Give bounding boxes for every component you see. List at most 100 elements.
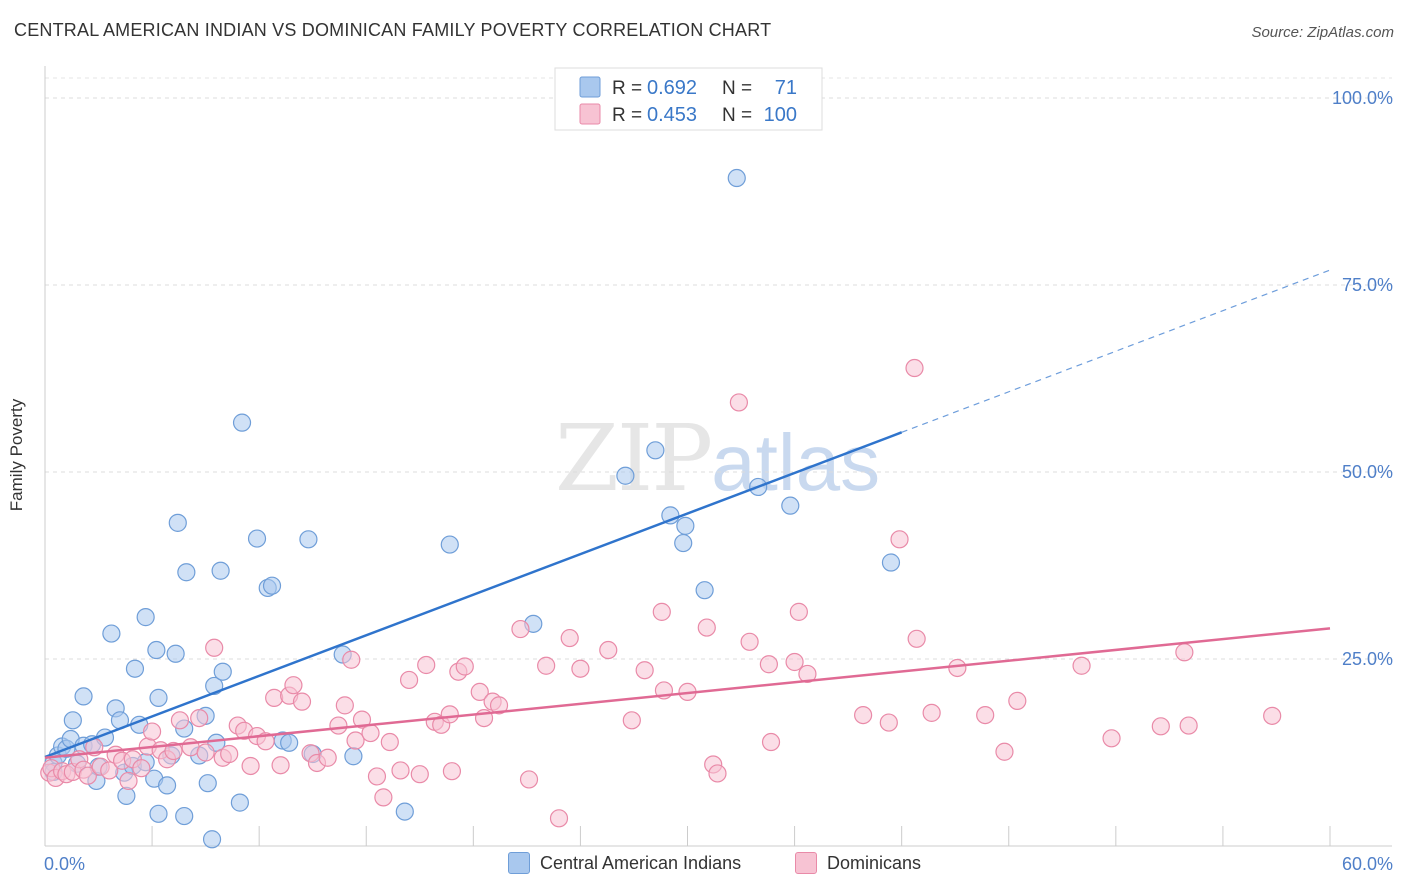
point-2-82 — [759, 655, 778, 674]
point-2-52 — [399, 670, 419, 690]
legend-swatch-pink — [579, 103, 601, 125]
point-2-98 — [1102, 729, 1121, 748]
point-2-60 — [455, 657, 474, 676]
point-2-35 — [271, 756, 290, 775]
bottom-legend-label-1: Central American Indians — [540, 852, 742, 873]
bottom-legend-swatch-pink — [795, 852, 817, 874]
point-2-47 — [361, 723, 380, 743]
point-2-83 — [761, 732, 781, 752]
point-1-25 — [147, 640, 166, 660]
point-1-38 — [202, 830, 222, 849]
point-1-61 — [674, 533, 693, 553]
point-2-71 — [599, 640, 618, 660]
point-2-93 — [948, 658, 967, 678]
point-2-41 — [318, 748, 337, 767]
point-2-48 — [367, 767, 387, 786]
bottom-legend-swatch-blue — [508, 852, 530, 874]
point-1-43 — [230, 793, 249, 812]
point-2-72 — [622, 711, 641, 730]
point-2-25 — [196, 743, 215, 762]
point-1-42 — [213, 662, 232, 681]
watermark-zip: ZIP — [555, 405, 713, 512]
y-tick-label-25: 25.0% — [1342, 649, 1393, 669]
legend-n-label-1: N = — [722, 78, 752, 99]
point-2-31 — [241, 756, 260, 776]
point-2-67 — [537, 656, 556, 675]
y-tick-label-50: 50.0% — [1342, 462, 1393, 482]
point-2-70 — [571, 659, 590, 678]
point-2-86 — [798, 664, 817, 684]
point-1-23 — [136, 608, 155, 627]
point-1-26 — [149, 804, 168, 823]
chart-title: CENTRAL AMERICAN INDIAN VS DOMINICAN FAM… — [14, 20, 772, 40]
point-2-64 — [489, 696, 509, 715]
point-1-18 — [117, 786, 136, 805]
point-2-97 — [1072, 656, 1091, 675]
point-2-89 — [890, 530, 909, 549]
point-1-34 — [177, 563, 196, 582]
point-2-102 — [1263, 706, 1282, 725]
point-1-37 — [198, 774, 217, 793]
point-2-37 — [284, 676, 303, 695]
point-2-50 — [380, 732, 399, 752]
x-tick-label-60: 60.0% — [1342, 854, 1393, 874]
point-2-61 — [470, 682, 489, 702]
source-label: Source: ZipAtlas.com — [1251, 24, 1394, 41]
point-2-42 — [329, 716, 348, 735]
point-2-57 — [440, 705, 459, 724]
point-2-69 — [560, 628, 579, 648]
point-2-90 — [905, 358, 924, 378]
trend-line-dominicans — [44, 627, 1331, 759]
point-2-21 — [164, 741, 183, 761]
axes — [44, 66, 1392, 847]
point-1-14 — [102, 624, 121, 643]
point-2-26 — [205, 638, 224, 657]
point-2-38 — [292, 692, 312, 711]
point-1-6 — [63, 711, 82, 730]
tick-labels: 25.0% 50.0% 75.0% 100.0% 0.0% 60.0% — [44, 88, 1393, 874]
point-2-84 — [785, 652, 804, 672]
point-2-14 — [119, 771, 138, 791]
watermark-atlas: atlas — [711, 418, 881, 507]
point-1-9 — [74, 687, 93, 706]
point-2-43 — [335, 696, 354, 715]
point-2-51 — [391, 761, 410, 780]
point-2-49 — [374, 788, 393, 807]
point-2-46 — [352, 710, 372, 729]
point-2-101 — [1179, 716, 1198, 735]
point-1-55 — [440, 535, 459, 554]
point-1-65 — [781, 496, 800, 515]
point-2-54 — [417, 655, 436, 675]
legend-n-label-2: N = — [722, 105, 752, 126]
series-dominicans — [40, 358, 1282, 828]
point-1-53 — [344, 747, 363, 766]
point-2-85 — [789, 602, 808, 621]
point-2-24 — [190, 708, 209, 728]
point-2-100 — [1175, 643, 1194, 662]
point-2-16 — [132, 759, 151, 778]
point-1-62 — [695, 581, 714, 600]
point-2-68 — [549, 809, 569, 828]
legend-n-value-2: 100 — [764, 104, 797, 126]
point-1-50 — [299, 530, 318, 549]
point-1-27 — [149, 688, 168, 707]
point-1-41 — [211, 561, 230, 580]
point-2-53 — [410, 765, 429, 784]
point-2-80 — [729, 393, 749, 412]
point-1-44 — [232, 413, 252, 432]
point-1-63 — [727, 168, 746, 188]
point-1-49 — [280, 733, 299, 752]
point-2-44 — [342, 650, 361, 669]
legend-n-value-1: 71 — [775, 77, 797, 99]
point-1-31 — [168, 513, 187, 532]
bottom-legend-label-2: Dominicans — [827, 852, 922, 873]
point-2-92 — [922, 703, 941, 722]
point-2-34 — [265, 688, 284, 707]
legend: R = 0.692 N = 71 R = 0.453 N = 100 — [554, 67, 823, 131]
point-1-47 — [262, 576, 282, 595]
point-1-20 — [125, 659, 145, 678]
point-2-11 — [100, 761, 119, 780]
point-2-95 — [995, 742, 1014, 761]
point-2-99 — [1151, 717, 1170, 736]
